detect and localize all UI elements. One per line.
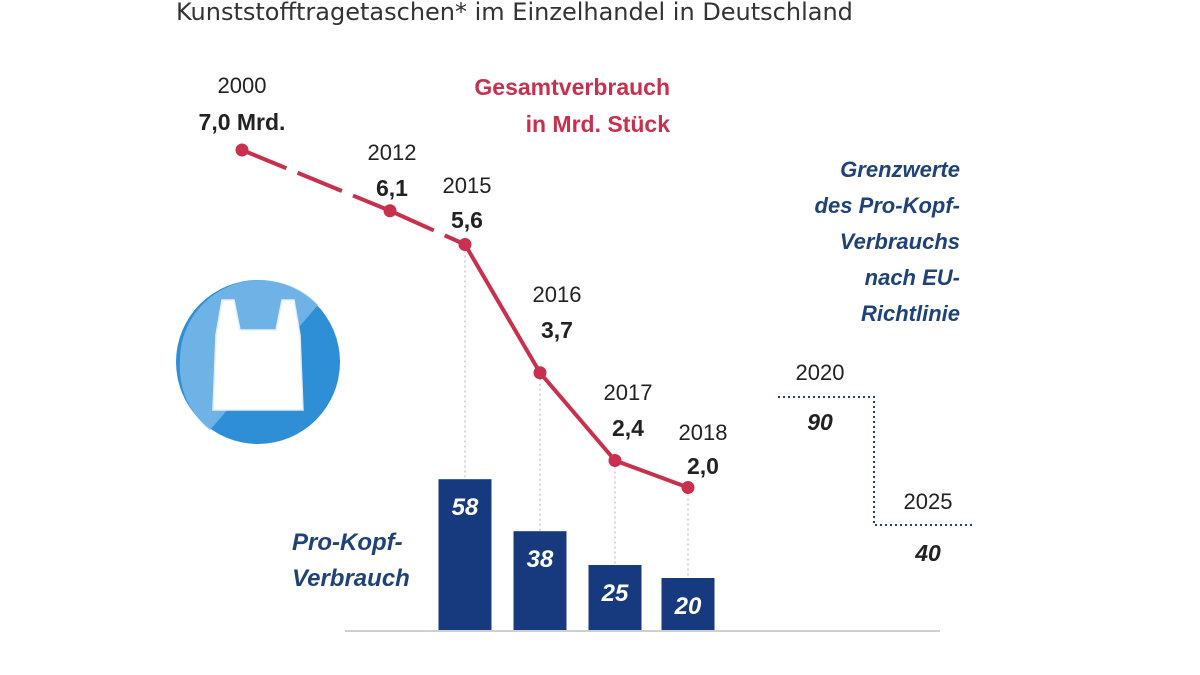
line-segment — [614, 458, 689, 490]
line-segment — [241, 148, 391, 213]
limit-series-label: des Pro-Kopf- — [815, 193, 960, 218]
limit-series-label: Verbrauchs — [840, 229, 960, 254]
limit-series-label: nach EU- — [865, 265, 960, 290]
line-series-title: in Mrd. Stück — [526, 111, 671, 137]
year-label: 2000 — [218, 73, 267, 98]
year-label: 2018 — [679, 420, 728, 445]
value-label: 7,0 Mrd. — [199, 109, 286, 135]
limit-value-label: 90 — [807, 409, 833, 435]
chart-subtitle: Kunststofftragetaschen* im Einzelhandel … — [176, 0, 853, 26]
limit-series-label: Grenzwerte — [840, 157, 960, 182]
bar-value-label: 38 — [527, 546, 554, 573]
bar-value-label: 20 — [674, 593, 702, 620]
bar-value-label: 25 — [601, 580, 629, 607]
line-point — [681, 481, 695, 494]
plastic-bag-icon — [176, 280, 340, 444]
line-segment — [389, 208, 466, 247]
bar — [513, 531, 567, 630]
year-label: 2012 — [368, 140, 417, 165]
bar-series-label: Pro-Kopf- — [292, 529, 403, 556]
line-point — [608, 454, 622, 467]
bar — [661, 578, 715, 630]
line-series-title: Gesamtverbrauch — [474, 74, 670, 100]
line-segment — [463, 243, 542, 374]
value-label: 2,4 — [612, 415, 644, 441]
bar — [588, 565, 642, 630]
bar-series-label: Verbrauch — [292, 565, 410, 592]
bag-shape — [212, 299, 304, 411]
line-segment — [538, 371, 617, 462]
limit-series-label: Richtlinie — [861, 301, 960, 326]
limit-year-label: 2025 — [904, 489, 953, 514]
value-label: 2,0 — [687, 453, 719, 479]
limit-year-label: 2020 — [796, 360, 845, 385]
year-label: 2015 — [443, 173, 492, 198]
line-point — [235, 143, 249, 157]
limit-step-line — [778, 396, 972, 526]
line-point — [458, 238, 472, 251]
value-label: 6,1 — [376, 175, 408, 201]
year-label: 2016 — [533, 282, 582, 307]
limit-value-label: 40 — [914, 540, 941, 566]
value-label: 5,6 — [451, 207, 483, 233]
line-point — [383, 204, 397, 218]
value-label: 3,7 — [541, 317, 573, 343]
line-point — [533, 366, 547, 380]
year-label: 2017 — [604, 380, 653, 405]
bar-value-label: 58 — [452, 494, 479, 521]
bar — [438, 479, 492, 630]
